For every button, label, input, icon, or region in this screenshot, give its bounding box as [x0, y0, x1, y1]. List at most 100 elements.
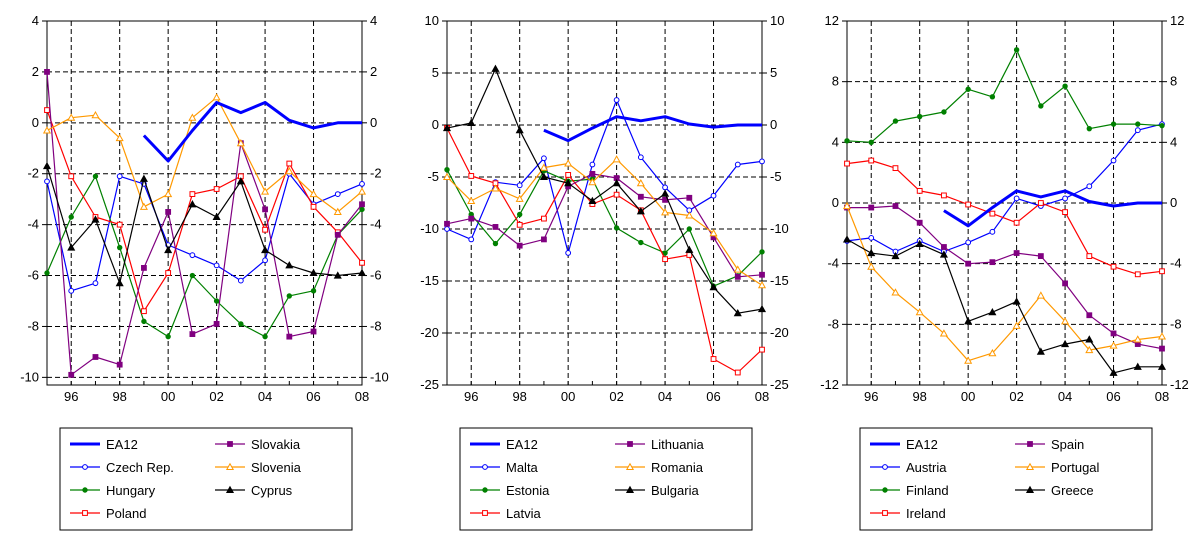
legend-item: Finland	[870, 483, 949, 498]
data-point	[262, 257, 268, 264]
x-tick-label: 98	[112, 389, 126, 404]
data-point	[359, 181, 365, 187]
legend-swatch-marker	[882, 487, 888, 493]
legend: EA12 Lithuania Malta Romania Estonia Bulgaria…	[459, 427, 753, 531]
legend-swatch-marker	[1025, 485, 1035, 494]
series-line	[46, 175, 363, 338]
legend-item: EA12	[870, 437, 938, 452]
data-point	[588, 196, 597, 204]
y-tick-label-left: -15	[420, 273, 439, 288]
data-point	[492, 224, 499, 230]
legend-label: Romania	[651, 460, 704, 475]
data-point	[989, 259, 996, 266]
data-point	[915, 307, 924, 316]
legend-label: Bulgaria	[651, 483, 699, 498]
data-point	[139, 202, 148, 210]
series-greece	[842, 235, 1167, 376]
y-tick-label-left: 4	[32, 13, 39, 28]
data-point	[444, 167, 450, 173]
data-point	[516, 182, 523, 189]
data-point	[710, 356, 717, 362]
data-point	[285, 261, 294, 269]
series-line	[46, 71, 363, 376]
data-point	[539, 172, 548, 181]
data-point	[516, 221, 523, 228]
data-point	[1013, 195, 1020, 202]
data-point	[310, 288, 317, 294]
data-point	[1037, 253, 1044, 259]
series-line	[846, 49, 1163, 143]
data-point	[612, 179, 621, 187]
series-line	[846, 159, 1163, 275]
data-point	[662, 256, 668, 263]
x-tick-label: 04	[1058, 389, 1072, 404]
legend-item: Bulgaria	[615, 483, 699, 498]
data-point	[565, 250, 572, 256]
series-slovakia	[44, 69, 365, 378]
legend-label: Austria	[906, 460, 947, 475]
series-malta	[444, 97, 765, 256]
data-point	[357, 268, 367, 277]
data-point	[565, 172, 572, 178]
data-point	[116, 221, 123, 228]
data-point	[1085, 345, 1094, 354]
data-point	[564, 159, 573, 167]
data-point	[164, 245, 173, 254]
legend-swatch-marker	[482, 464, 488, 470]
data-point	[759, 158, 765, 165]
legend-label: Spain	[1051, 437, 1084, 452]
data-point	[1013, 47, 1020, 53]
data-point	[941, 244, 947, 250]
legend-label: EA12	[106, 437, 138, 452]
data-point	[359, 206, 365, 213]
legend-item: Cyprus	[215, 483, 293, 498]
x-tick-label: 02	[209, 389, 223, 404]
data-point	[91, 110, 100, 119]
data-point	[44, 178, 50, 185]
legend-swatch-marker	[882, 510, 888, 516]
series-ireland	[844, 157, 1165, 278]
data-point	[1036, 291, 1045, 299]
data-point	[188, 200, 197, 208]
data-point	[868, 234, 875, 241]
data-point	[1085, 335, 1094, 343]
data-point	[941, 109, 947, 115]
data-point	[467, 118, 476, 126]
data-point	[662, 184, 668, 191]
y-tick-label-left: -2	[27, 166, 39, 181]
data-point	[213, 262, 220, 269]
legend-item: Austria	[870, 460, 947, 475]
data-point	[965, 201, 972, 208]
data-point	[686, 226, 693, 232]
data-point	[868, 139, 874, 146]
data-point	[141, 265, 147, 271]
data-point	[868, 204, 875, 211]
data-point	[1061, 317, 1070, 325]
y-tick-label-right: -25	[770, 377, 789, 392]
data-point	[965, 239, 972, 246]
data-point	[116, 361, 123, 368]
legend-item: Spain	[1015, 437, 1084, 452]
y-tick-label-right: -10	[770, 221, 789, 236]
legend-item: Lithuania	[615, 437, 705, 452]
y-tick-label-right: -15	[770, 273, 789, 288]
x-tick-label: 00	[961, 389, 975, 404]
data-point	[262, 226, 268, 233]
legend-swatch-marker	[1027, 441, 1033, 447]
x-tick-label: 00	[561, 389, 575, 404]
data-point	[989, 228, 996, 235]
series-ea12	[943, 189, 1162, 228]
data-point	[189, 331, 196, 337]
x-tick-label: 02	[1009, 389, 1023, 404]
series-bulgaria	[442, 64, 767, 317]
data-point	[1159, 268, 1165, 275]
data-point	[1134, 271, 1141, 278]
data-point	[636, 207, 645, 215]
y-tick-label-right: 4	[1170, 134, 1177, 149]
series-line	[446, 158, 763, 286]
legend-item: EA12	[70, 437, 138, 452]
legend-item: Slovenia	[215, 460, 302, 475]
series-cyprus	[42, 161, 367, 287]
x-tick-label: 08	[1155, 389, 1169, 404]
